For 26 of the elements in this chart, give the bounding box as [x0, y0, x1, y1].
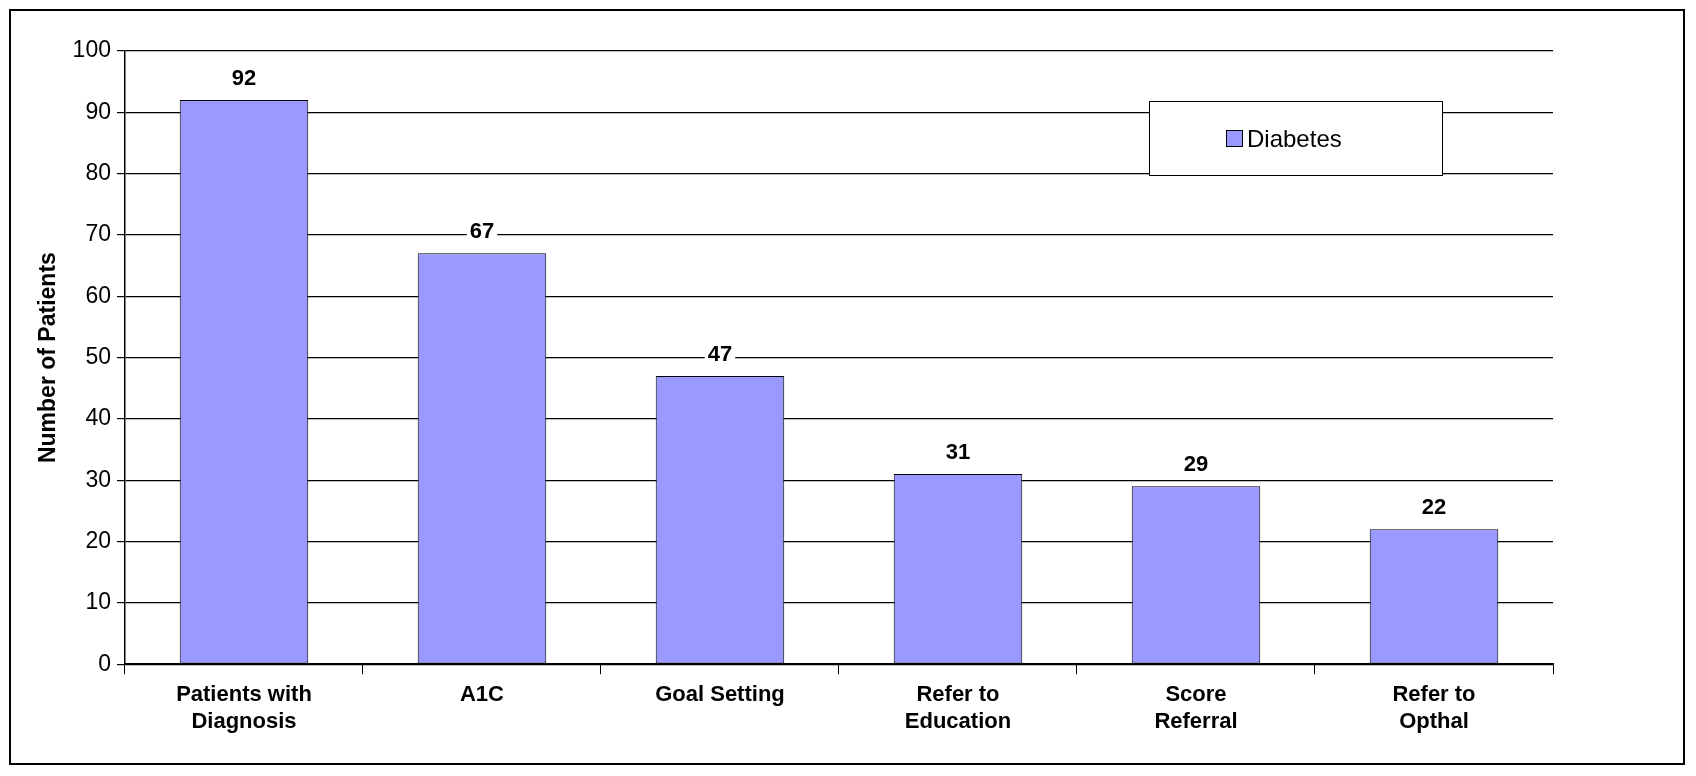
- y-tick-label: 10: [85, 588, 111, 615]
- data-label: 47: [707, 341, 733, 367]
- y-tick-label: 50: [85, 342, 111, 369]
- y-tick-label: 0: [98, 649, 111, 676]
- data-label: 67: [469, 218, 495, 244]
- data-label: 29: [1183, 451, 1209, 477]
- y-tick-label: 60: [85, 281, 111, 308]
- y-tick-label: 80: [85, 158, 111, 185]
- y-tick-label: 40: [85, 404, 111, 431]
- y-tick-label: 90: [85, 97, 111, 124]
- data-label: 92: [231, 65, 257, 91]
- x-tick-label: Patients with Diagnosis: [176, 681, 312, 733]
- legend-box: Diabetes: [1149, 101, 1443, 176]
- y-axis-title: Number of Patients: [34, 252, 61, 464]
- y-tick-label: 100: [72, 36, 111, 63]
- data-label: 31: [945, 439, 971, 465]
- y-tick-label: 70: [85, 220, 111, 247]
- x-tick-label: Refer to Opthal: [1392, 681, 1476, 733]
- x-tick-label: Refer to Education: [904, 681, 1012, 733]
- x-tick-label: Goal Setting: [655, 681, 785, 707]
- x-tick-label: A1C: [459, 681, 505, 707]
- x-tick-label: Score Referral: [1154, 681, 1238, 733]
- y-tick-label: 20: [85, 526, 111, 553]
- data-label: 22: [1421, 494, 1447, 520]
- legend-label: Diabetes: [1247, 124, 1342, 153]
- y-tick-label: 30: [85, 465, 111, 492]
